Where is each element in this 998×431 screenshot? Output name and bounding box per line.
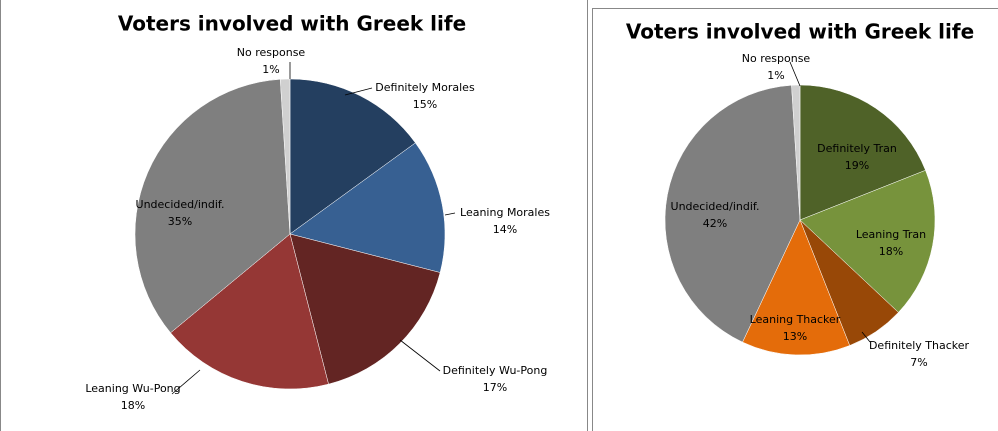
slice-label: Definitely Thacker <box>869 339 970 352</box>
chart-title: Voters involved with Greek life <box>118 12 466 36</box>
value-label: 19% <box>845 159 869 172</box>
leader-line <box>344 87 373 96</box>
pie-slice <box>799 169 936 313</box>
pie-slice <box>170 233 329 390</box>
slice-label: Leaning Wu-Pong <box>85 382 180 395</box>
pie-slice <box>664 85 801 343</box>
panel-border <box>592 8 998 431</box>
pie-slice <box>289 142 446 273</box>
slice-label: Undecided/indif. <box>671 200 760 213</box>
pie-slice <box>289 78 416 235</box>
leader-line <box>171 369 201 395</box>
value-label: 15% <box>413 98 437 111</box>
value-label: 18% <box>121 399 145 412</box>
pie-slice <box>289 233 441 385</box>
slice-label: Definitely Morales <box>375 81 475 94</box>
pie-slice <box>134 79 291 334</box>
slice-label: Leaning Tran <box>856 228 926 241</box>
slice-label: Definitely Tran <box>817 142 897 155</box>
value-label: 14% <box>493 223 517 236</box>
value-label: 13% <box>783 330 807 343</box>
panel-border <box>0 0 588 431</box>
value-label: 1% <box>262 63 279 76</box>
value-label: 1% <box>767 69 784 82</box>
value-label: 18% <box>879 245 903 258</box>
value-label: 17% <box>483 381 507 394</box>
slice-label: No response <box>742 52 811 65</box>
slice-label: Definitely Wu-Pong <box>443 364 548 377</box>
slice-label: Leaning Morales <box>460 206 550 219</box>
pie-slice <box>799 84 926 221</box>
slice-label: No response <box>237 46 306 59</box>
slice-label: Undecided/indif. <box>136 198 225 211</box>
chart-title: Voters involved with Greek life <box>626 20 974 44</box>
leader-line <box>789 61 801 87</box>
pie-slice <box>742 219 851 356</box>
value-label: 35% <box>168 215 192 228</box>
value-label: 7% <box>910 356 927 369</box>
leader-line <box>861 331 871 343</box>
value-label: 42% <box>703 217 727 230</box>
leader-line <box>444 212 456 216</box>
slice-label: Leaning Thacker <box>750 313 841 326</box>
leader-line <box>399 339 441 372</box>
